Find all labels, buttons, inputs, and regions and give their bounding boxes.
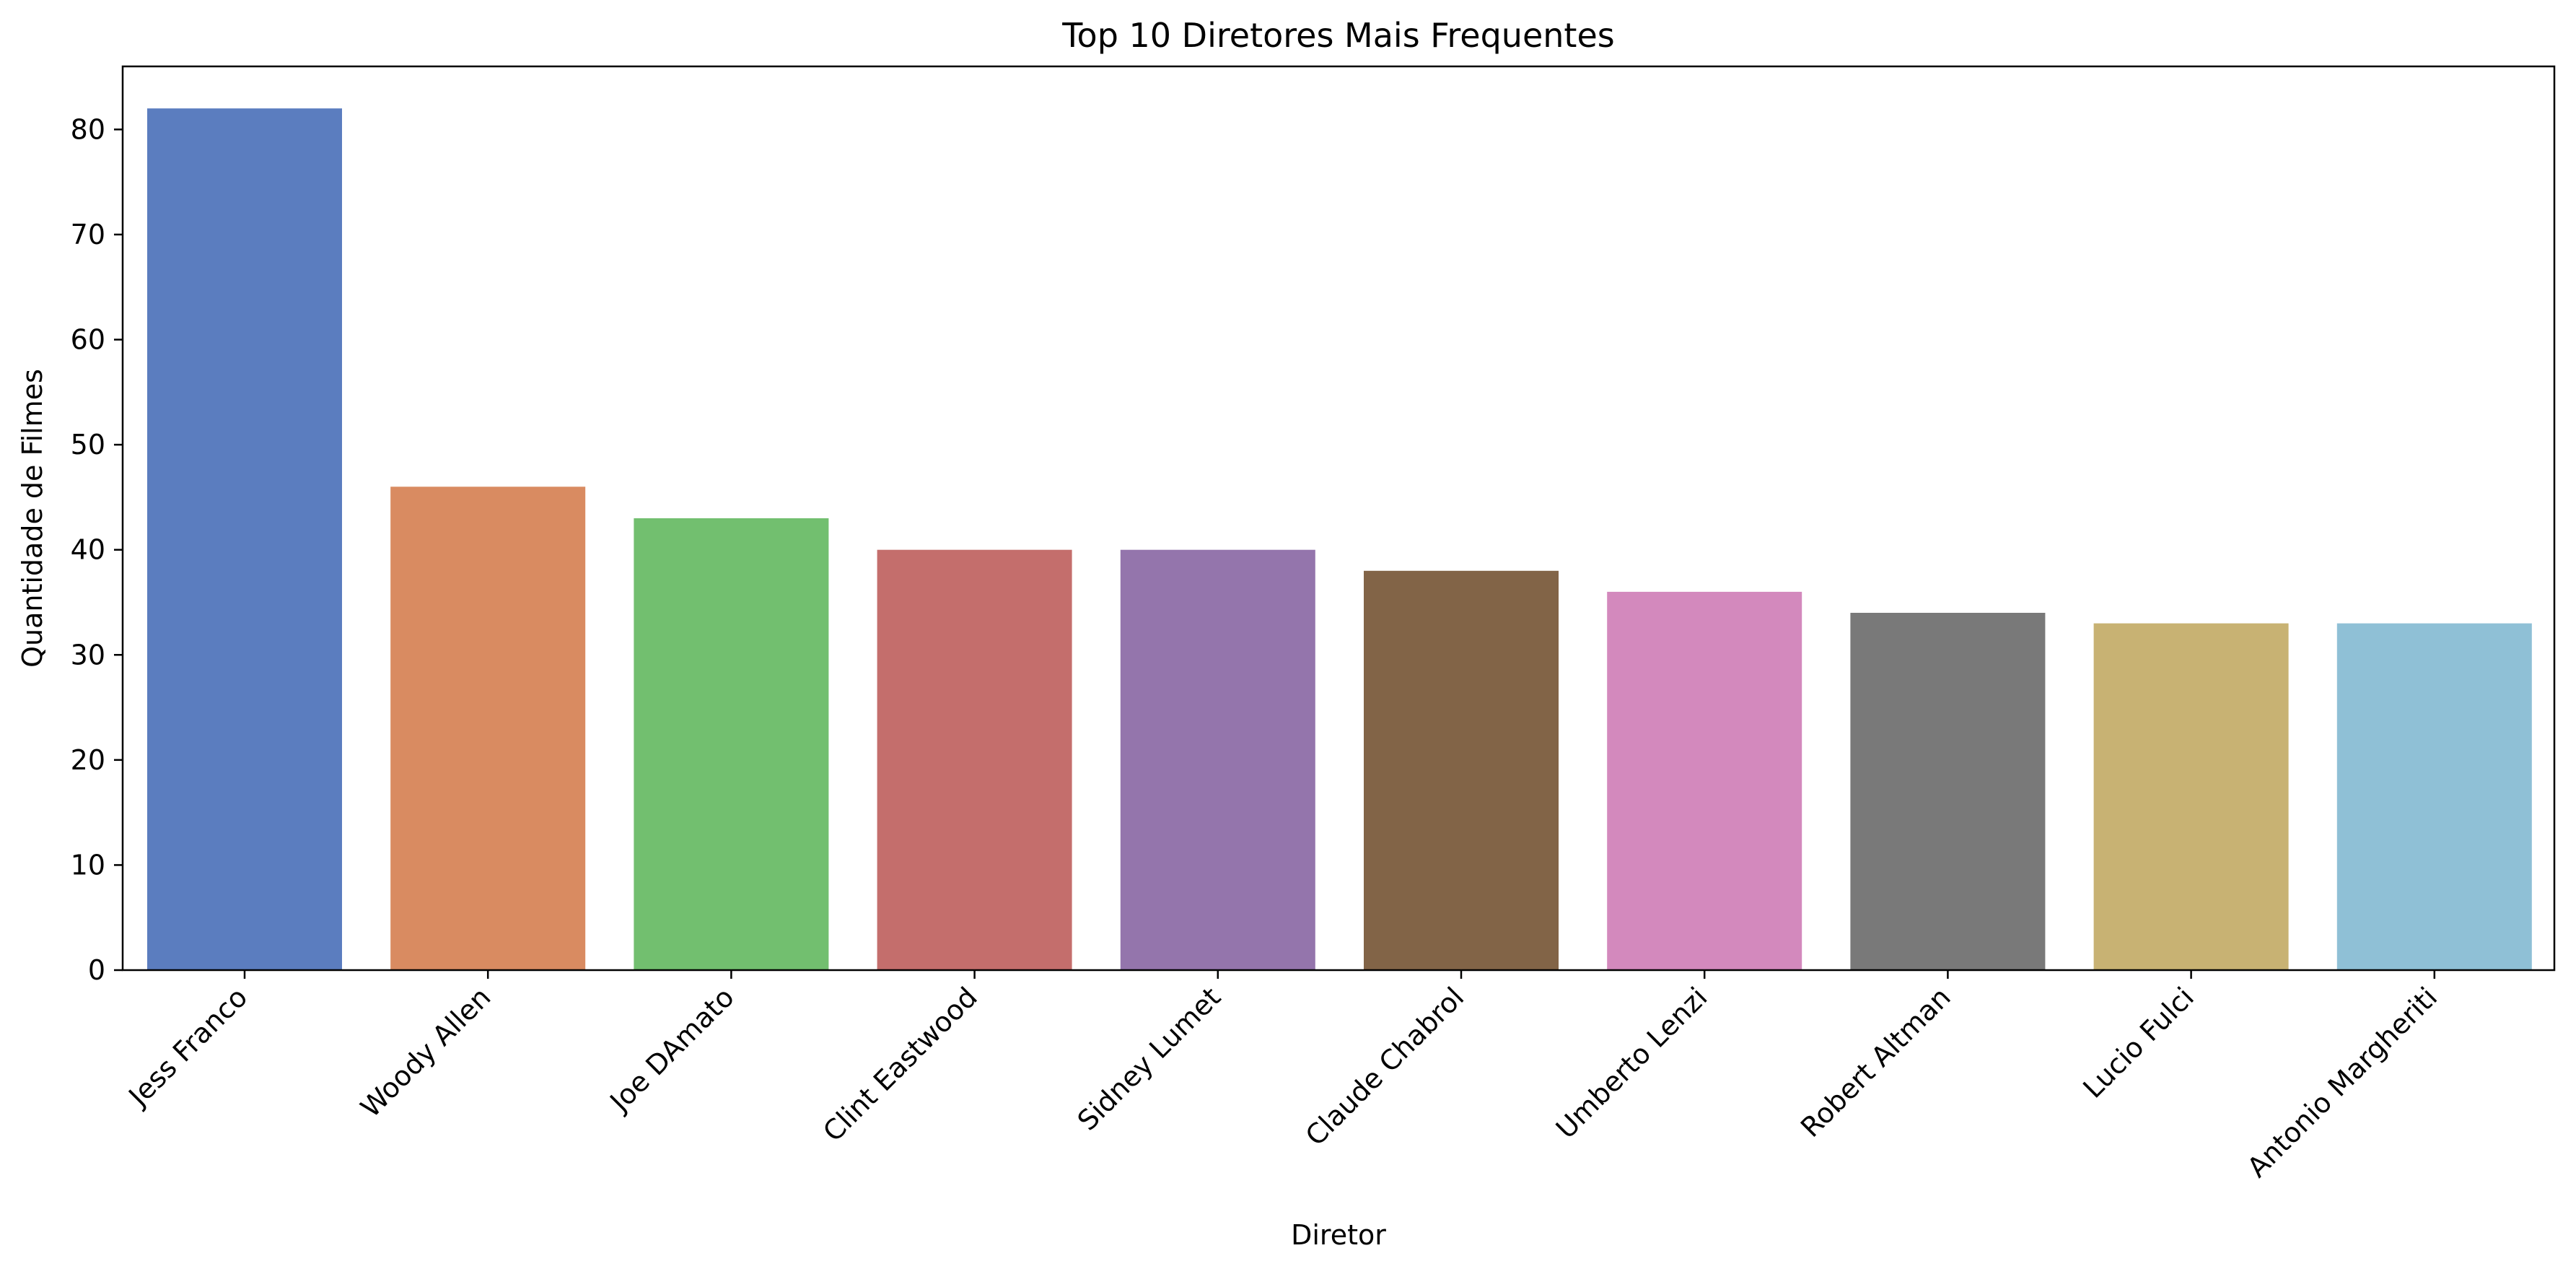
x-tick-label: Lucio Fulci <box>2077 981 2200 1104</box>
bar <box>2093 623 2289 970</box>
bar <box>1850 613 2046 970</box>
x-tick-label: Umberto Lenzi <box>1550 981 1714 1145</box>
x-tick-label: Woody Allen <box>354 981 496 1123</box>
y-tick-label: 30 <box>71 639 105 671</box>
y-tick-label: 20 <box>71 744 105 776</box>
x-axis-ticks: Jess Franco Woody Allen Joe DAmato Clint Ea… <box>122 970 2443 1184</box>
x-tick-label: Robert Altman <box>1795 981 1957 1143</box>
bar <box>1364 570 1559 970</box>
bar <box>634 518 829 970</box>
bar <box>2336 623 2532 970</box>
x-tick-label: Sidney Lumet <box>1072 981 1227 1136</box>
x-tick-label: Clint Eastwood <box>817 981 983 1148</box>
y-axis-ticks: 0 10 20 30 40 50 60 70 80 <box>71 113 123 986</box>
x-tick-label: Antonio Margheriti <box>2241 981 2443 1183</box>
x-tick-label: Jess Franco <box>122 981 254 1113</box>
y-tick-label: 60 <box>71 324 105 356</box>
bars-layer <box>147 108 2532 971</box>
x-axis-label: Diretor <box>1291 1219 1386 1251</box>
plot-area-frame <box>121 65 2556 972</box>
bar <box>1120 549 1315 970</box>
y-axis-label: Quantidade de Filmes <box>17 369 48 668</box>
y-tick-label: 70 <box>71 219 105 250</box>
y-tick-label: 0 <box>88 954 105 986</box>
bar <box>877 549 1072 970</box>
bar <box>1607 591 1802 970</box>
bar <box>147 108 342 971</box>
y-tick-label: 50 <box>71 429 105 461</box>
chart-title: Top 10 Diretores Mais Frequentes <box>1061 16 1614 55</box>
y-tick-label: 40 <box>71 534 105 566</box>
y-tick-label: 80 <box>71 113 105 145</box>
y-tick-label: 10 <box>71 849 105 881</box>
bar <box>390 487 586 970</box>
x-tick-label: Claude Chabrol <box>1300 981 1471 1152</box>
x-tick-label: Joe DAmato <box>603 981 740 1118</box>
